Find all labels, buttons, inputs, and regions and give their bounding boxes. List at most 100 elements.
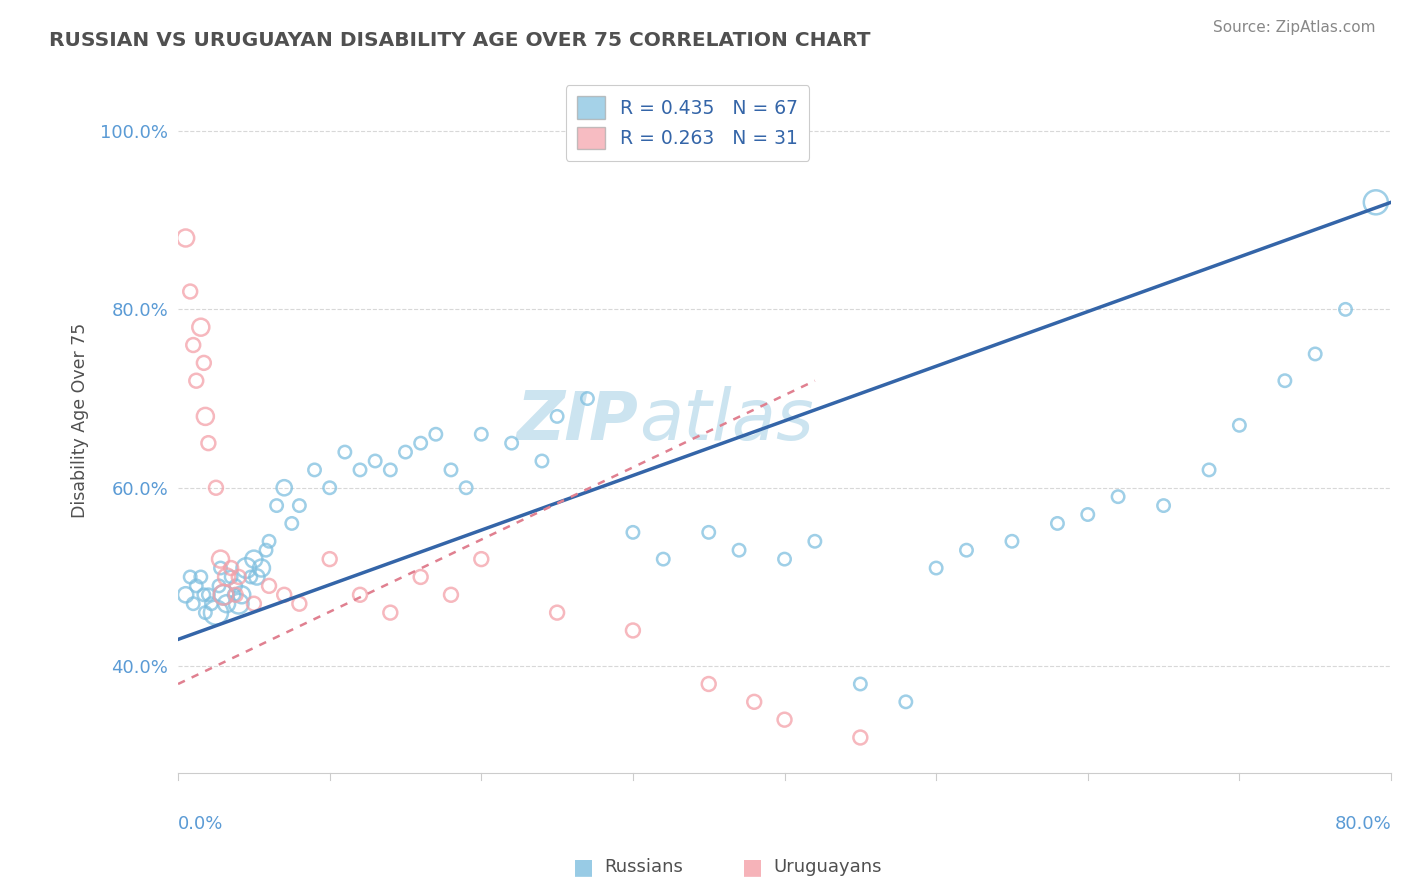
Text: ■: ■ (574, 857, 593, 877)
Point (742, 695, 765, 709)
Point (697, 677, 720, 691)
Point (231, 588, 253, 602)
Point (228, 570, 250, 584)
Point (773, 552, 796, 566)
Point (190, 320, 212, 334)
Text: atlas: atlas (638, 386, 814, 455)
Text: ■: ■ (742, 857, 762, 877)
Point (1001, 534, 1024, 549)
Point (470, 552, 492, 566)
Point (1227, 418, 1250, 433)
Point (209, 552, 232, 566)
Point (849, 731, 872, 745)
Point (246, 570, 269, 584)
Point (186, 374, 208, 388)
Point (225, 579, 247, 593)
Point (266, 499, 288, 513)
Point (205, 481, 228, 495)
Point (394, 445, 416, 459)
Point (380, 606, 402, 620)
Point (235, 561, 257, 575)
Text: Source: ZipAtlas.com: Source: ZipAtlas.com (1212, 20, 1375, 35)
Point (250, 561, 273, 575)
Point (501, 436, 523, 450)
Point (1274, 374, 1296, 388)
Point (273, 588, 295, 602)
Point (273, 481, 295, 495)
Y-axis label: Disability Age Over 75: Disability Age Over 75 (72, 323, 89, 518)
Point (209, 561, 232, 575)
Text: ZIP: ZIP (517, 388, 638, 454)
Point (546, 409, 568, 424)
Point (849, 677, 872, 691)
Point (409, 436, 432, 450)
Point (288, 499, 311, 513)
Legend: R = 0.435   N = 67, R = 0.263   N = 31: R = 0.435 N = 67, R = 0.263 N = 31 (565, 85, 810, 161)
Point (208, 579, 231, 593)
Point (1107, 490, 1129, 504)
Point (1198, 463, 1220, 477)
Text: Uruguayans: Uruguayans (773, 858, 882, 876)
Point (243, 552, 266, 566)
Point (440, 463, 463, 477)
Point (205, 606, 228, 620)
Point (254, 543, 277, 558)
Point (219, 570, 242, 584)
Point (215, 597, 238, 611)
Point (470, 427, 492, 442)
Point (194, 409, 217, 424)
Point (181, 597, 204, 611)
Point (1303, 347, 1326, 361)
Point (318, 552, 340, 566)
Point (440, 588, 463, 602)
Point (193, 356, 215, 370)
Point (894, 695, 917, 709)
Point (219, 561, 242, 575)
Point (318, 481, 340, 495)
Point (190, 570, 212, 584)
Point (955, 543, 977, 558)
Point (349, 588, 371, 602)
Point (224, 588, 246, 602)
Point (243, 597, 266, 611)
Point (425, 427, 447, 442)
Point (804, 534, 827, 549)
Point (333, 445, 356, 459)
Point (576, 392, 599, 406)
Point (1334, 302, 1357, 317)
Text: RUSSIAN VS URUGUAYAN DISABILITY AGE OVER 75 CORRELATION CHART: RUSSIAN VS URUGUAYAN DISABILITY AGE OVER… (49, 31, 870, 50)
Text: 80.0%: 80.0% (1334, 815, 1391, 833)
Point (212, 588, 235, 602)
Point (179, 570, 201, 584)
Point (530, 454, 553, 468)
Text: Russians: Russians (605, 858, 683, 876)
Point (186, 579, 208, 593)
Point (304, 463, 326, 477)
Point (193, 588, 215, 602)
Point (380, 463, 402, 477)
Point (215, 570, 238, 584)
Point (239, 570, 262, 584)
Point (621, 525, 644, 540)
Point (212, 588, 235, 602)
Point (225, 588, 247, 602)
Point (409, 570, 432, 584)
Point (181, 338, 204, 352)
Point (349, 463, 371, 477)
Point (773, 713, 796, 727)
Point (228, 597, 250, 611)
Point (257, 579, 280, 593)
Point (281, 516, 304, 531)
Point (197, 436, 219, 450)
Point (257, 534, 280, 549)
Point (1365, 195, 1388, 210)
Point (456, 481, 478, 495)
Point (1077, 508, 1099, 522)
Point (925, 561, 948, 575)
Point (652, 552, 675, 566)
Point (197, 588, 219, 602)
Point (179, 285, 201, 299)
Point (1046, 516, 1069, 531)
Point (288, 597, 311, 611)
Point (1153, 499, 1175, 513)
